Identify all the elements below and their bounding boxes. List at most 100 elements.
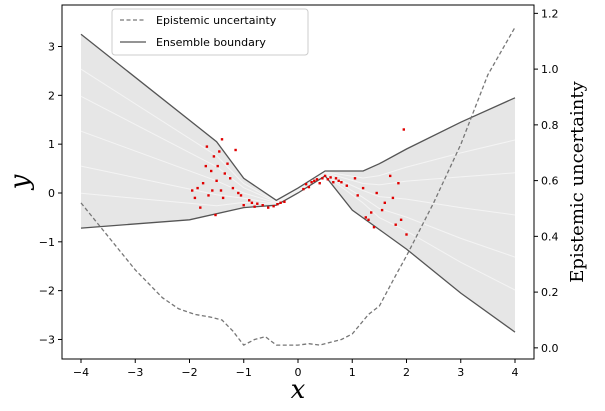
data-point <box>220 138 224 141</box>
data-point <box>218 150 221 153</box>
data-point <box>204 164 207 168</box>
data-point <box>239 194 243 197</box>
legend: Epistemic uncertainty Ensemble boundary <box>111 8 309 56</box>
data-point <box>223 172 226 175</box>
y2-axis: 0.0 0.2 0.4 0.6 0.8 1.0 1.2 <box>534 7 559 355</box>
x-tick-label: −1 <box>236 366 252 379</box>
data-point <box>402 128 405 131</box>
data-point <box>315 178 319 181</box>
y2-tick-label: 0.6 <box>541 175 559 188</box>
y2-tick-label: 0.0 <box>541 342 559 355</box>
data-point <box>323 174 327 178</box>
x-tick-label: 4 <box>512 366 519 379</box>
data-point <box>231 186 235 190</box>
y-axis: −3 −2 −1 0 1 2 3 <box>39 41 62 346</box>
data-point <box>234 148 237 152</box>
y-tick-label: 2 <box>48 89 55 102</box>
data-point <box>279 201 282 204</box>
data-point <box>405 233 408 236</box>
y-tick-label: −2 <box>39 285 55 298</box>
data-point <box>383 201 386 204</box>
x-tick-label: 3 <box>457 366 464 379</box>
data-point <box>201 182 205 185</box>
data-point <box>326 178 329 181</box>
y2-axis-label: Epistemic uncertainty <box>567 80 588 282</box>
y-tick-label: −1 <box>39 236 55 249</box>
data-point <box>215 179 218 182</box>
y2-tick-label: 0.4 <box>541 230 559 243</box>
data-point <box>250 201 254 204</box>
legend-box <box>111 8 309 56</box>
y-axis-label: y <box>5 174 35 190</box>
data-point <box>237 191 240 195</box>
data-point <box>199 206 202 209</box>
data-point <box>221 196 225 200</box>
x-axis: −4 −3 −2 −1 0 1 2 3 4 <box>73 359 519 379</box>
data-point <box>261 204 264 207</box>
data-point <box>205 145 209 148</box>
data-point <box>313 179 316 182</box>
data-point <box>219 189 223 192</box>
data-point <box>389 174 392 178</box>
data-point <box>310 181 313 184</box>
x-tick-label: −2 <box>181 366 197 379</box>
ensemble-boundary-upper <box>80 33 516 202</box>
y-tick-label: 0 <box>48 187 55 200</box>
data-point <box>216 164 219 168</box>
data-point <box>253 205 256 208</box>
data-point <box>256 202 259 205</box>
data-point <box>302 187 305 191</box>
data-point <box>211 189 214 192</box>
data-point <box>332 181 335 184</box>
y2-tick-label: 1.2 <box>541 7 559 20</box>
data-point <box>397 182 400 185</box>
data-point <box>210 169 213 173</box>
data-point <box>367 218 370 221</box>
data-point <box>329 176 332 179</box>
data-point <box>321 177 324 180</box>
data-point <box>364 216 367 219</box>
plot-area <box>80 26 516 346</box>
ensemble-member-line <box>80 165 516 258</box>
y-tick-label: −3 <box>39 333 55 346</box>
ensemble-band <box>81 34 515 333</box>
data-point <box>361 186 365 190</box>
data-point <box>191 189 194 192</box>
ensemble-member-line <box>80 68 516 202</box>
data-point <box>353 177 357 180</box>
epistemic-uncertainty-line <box>80 26 516 346</box>
data-point <box>340 181 343 184</box>
x-tick-label: 0 <box>295 366 302 379</box>
x-tick-label: 2 <box>403 366 410 379</box>
x-tick-label: −4 <box>73 366 89 379</box>
data-point <box>337 179 340 182</box>
ensemble-member-line <box>80 130 516 216</box>
data-point <box>229 177 232 180</box>
data-point <box>394 223 397 226</box>
data-point <box>276 203 279 206</box>
ensemble-member-line <box>80 95 516 203</box>
data-point <box>345 184 348 187</box>
x-tick-label: −3 <box>127 366 143 379</box>
data-point <box>375 191 378 195</box>
data-point <box>399 218 403 221</box>
data-point <box>307 185 311 189</box>
data-point <box>212 155 216 158</box>
legend-uncertainty-label: Epistemic uncertainty <box>156 14 277 27</box>
data-point <box>372 226 376 229</box>
data-point <box>196 186 199 190</box>
data-point <box>267 206 270 209</box>
data-point <box>214 213 217 217</box>
data-point <box>272 205 275 208</box>
data-point <box>370 211 373 214</box>
data-point <box>380 208 384 212</box>
data-point <box>248 199 251 202</box>
y-tick-label: 1 <box>48 138 55 151</box>
x-axis-label: x <box>291 375 306 405</box>
y-tick-label: 3 <box>48 41 55 54</box>
data-point <box>318 182 321 185</box>
data-point <box>283 200 286 203</box>
data-point <box>226 162 229 165</box>
data-point <box>356 194 359 197</box>
